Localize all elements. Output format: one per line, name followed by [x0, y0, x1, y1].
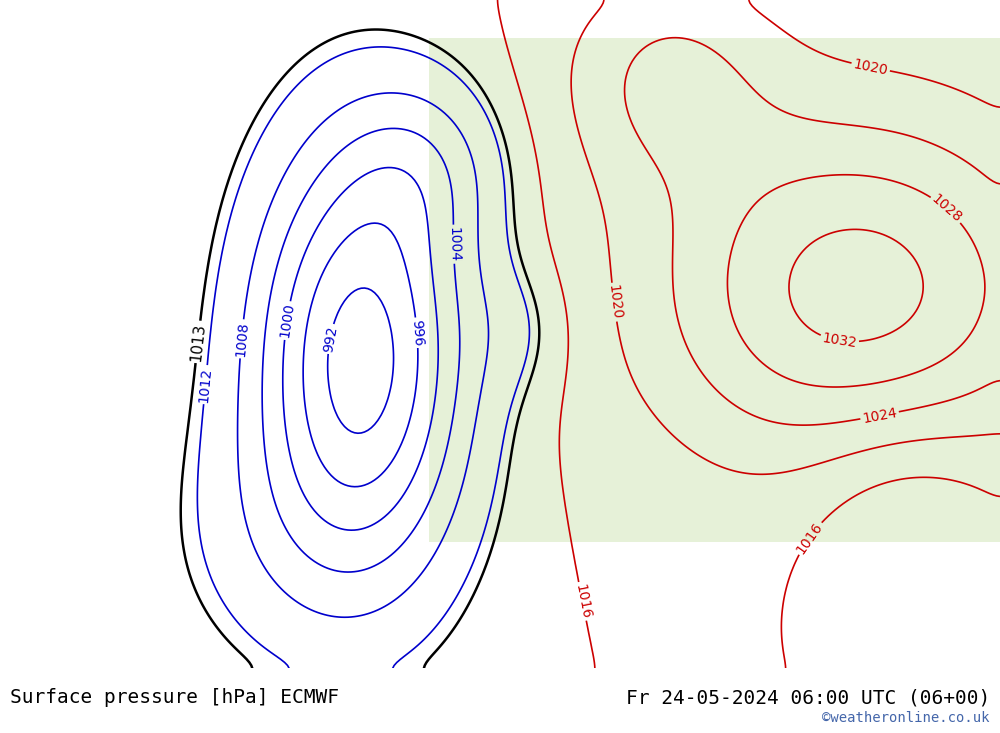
Text: 996: 996	[409, 319, 425, 347]
Text: 1032: 1032	[821, 331, 858, 350]
Text: 1008: 1008	[233, 320, 250, 357]
Text: 1020: 1020	[605, 284, 623, 320]
Text: 1004: 1004	[446, 226, 461, 262]
Text: 1024: 1024	[861, 405, 898, 426]
Text: 1028: 1028	[929, 192, 964, 226]
Text: 1012: 1012	[197, 366, 214, 403]
Text: ©weatheronline.co.uk: ©weatheronline.co.uk	[822, 711, 990, 725]
Text: 1000: 1000	[277, 302, 296, 339]
Text: 1013: 1013	[188, 322, 207, 362]
Text: Fr 24-05-2024 06:00 UTC (06+00): Fr 24-05-2024 06:00 UTC (06+00)	[626, 688, 990, 707]
Text: 1016: 1016	[793, 520, 825, 556]
Text: Surface pressure [hPa] ECMWF: Surface pressure [hPa] ECMWF	[10, 688, 339, 707]
Text: 1016: 1016	[572, 583, 593, 620]
Text: 992: 992	[321, 325, 339, 353]
Text: 1020: 1020	[852, 56, 889, 78]
